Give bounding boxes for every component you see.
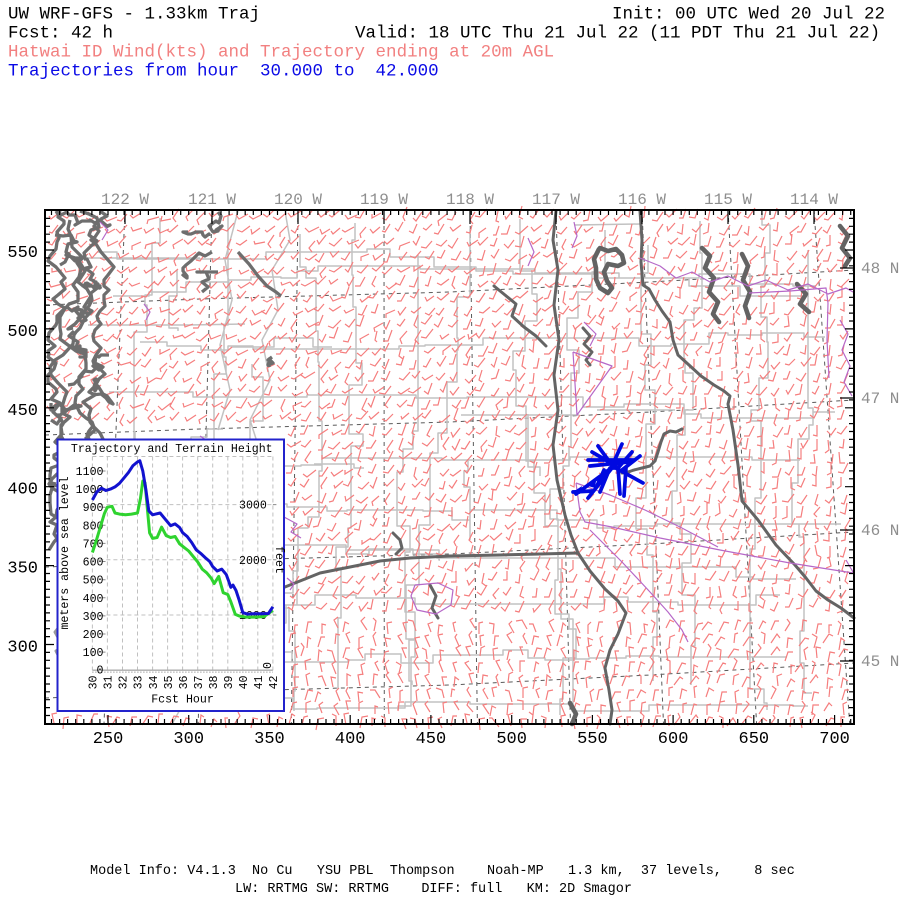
svg-text:UW WRF-GFS - 1.33km Traj: UW WRF-GFS - 1.33km Traj: [8, 5, 260, 25]
svg-text:1100: 1100: [76, 466, 104, 479]
svg-text:feet: feet: [272, 546, 285, 574]
svg-text:38: 38: [208, 675, 221, 689]
svg-text:meters above sea level: meters above sea level: [59, 476, 72, 629]
svg-text:39: 39: [223, 675, 236, 689]
svg-text:34: 34: [148, 675, 161, 689]
svg-text:48 N: 48 N: [861, 260, 899, 278]
svg-text:300: 300: [173, 730, 204, 749]
svg-text:100: 100: [83, 647, 104, 660]
svg-text:35: 35: [163, 675, 176, 689]
svg-text:3000: 3000: [239, 500, 267, 513]
svg-text:0: 0: [262, 662, 275, 669]
svg-text:31: 31: [103, 675, 116, 689]
svg-text:700: 700: [83, 538, 104, 551]
svg-text:46 N: 46 N: [861, 522, 899, 540]
svg-text:Valid: 18 UTC Thu 21 Jul 22 (1: Valid: 18 UTC Thu 21 Jul 22 (11 PDT Thu …: [355, 24, 880, 44]
svg-text:250: 250: [93, 730, 124, 749]
svg-text:450: 450: [7, 402, 38, 421]
svg-text:300: 300: [83, 611, 104, 624]
svg-text:33: 33: [133, 675, 146, 689]
svg-text:650: 650: [739, 730, 770, 749]
svg-text:400: 400: [335, 730, 366, 749]
svg-text:118 W: 118 W: [446, 191, 494, 209]
svg-text:500: 500: [7, 323, 38, 342]
svg-text:600: 600: [658, 730, 689, 749]
svg-text:Model Info: V4.1.3 No Cu YS: Model Info: V4.1.3 No Cu YSU PBL Thompso…: [90, 864, 795, 879]
svg-text:41: 41: [253, 675, 266, 689]
svg-text:200: 200: [83, 629, 104, 642]
svg-text:400: 400: [7, 481, 38, 500]
svg-text:900: 900: [83, 502, 104, 515]
svg-text:45 N: 45 N: [861, 653, 899, 671]
svg-text:500: 500: [83, 575, 104, 588]
svg-text:47 N: 47 N: [861, 390, 899, 408]
svg-text:LW: RRTMG SW: RRTMG DIFF: f: LW: RRTMG SW: RRTMG DIFF: full KM: 2D Sm…: [235, 882, 632, 897]
svg-text:32: 32: [118, 675, 131, 689]
svg-text:550: 550: [7, 244, 38, 263]
svg-text:Trajectory and Terrain Height: Trajectory and Terrain Height: [71, 443, 273, 456]
svg-text:550: 550: [577, 730, 608, 749]
svg-text:120 W: 120 W: [274, 191, 322, 209]
svg-text:121 W: 121 W: [188, 191, 236, 209]
svg-text:36: 36: [178, 675, 191, 689]
svg-text:Fcst Hour: Fcst Hour: [151, 694, 214, 707]
svg-text:0: 0: [97, 665, 104, 678]
svg-text:Trajectories from hour 30.000: Trajectories from hour 30.000 to 42.000: [8, 62, 439, 82]
svg-text:30: 30: [88, 675, 101, 689]
svg-text:115 W: 115 W: [704, 191, 752, 209]
svg-text:Init: 00 UTC Wed 20 Jul 22: Init: 00 UTC Wed 20 Jul 22: [612, 5, 885, 25]
svg-text:400: 400: [83, 593, 104, 606]
svg-text:450: 450: [416, 730, 447, 749]
svg-text:114 W: 114 W: [790, 191, 838, 209]
svg-text:42: 42: [268, 675, 281, 689]
svg-text:Fcst: 42 h: Fcst: 42 h: [8, 24, 113, 44]
svg-text:700: 700: [819, 730, 850, 749]
svg-text:37: 37: [193, 675, 206, 689]
svg-text:Hatwai ID Wind(kts) and Trajec: Hatwai ID Wind(kts) and Trajectory endin…: [8, 43, 554, 63]
svg-text:117 W: 117 W: [532, 191, 580, 209]
svg-text:300: 300: [7, 639, 38, 658]
svg-text:122 W: 122 W: [101, 191, 149, 209]
svg-text:500: 500: [496, 730, 527, 749]
svg-text:350: 350: [7, 560, 38, 579]
svg-text:40: 40: [238, 675, 251, 689]
svg-text:2000: 2000: [239, 555, 267, 568]
svg-text:350: 350: [254, 730, 285, 749]
svg-text:119 W: 119 W: [360, 191, 408, 209]
svg-text:600: 600: [83, 557, 104, 570]
svg-text:116 W: 116 W: [618, 191, 666, 209]
